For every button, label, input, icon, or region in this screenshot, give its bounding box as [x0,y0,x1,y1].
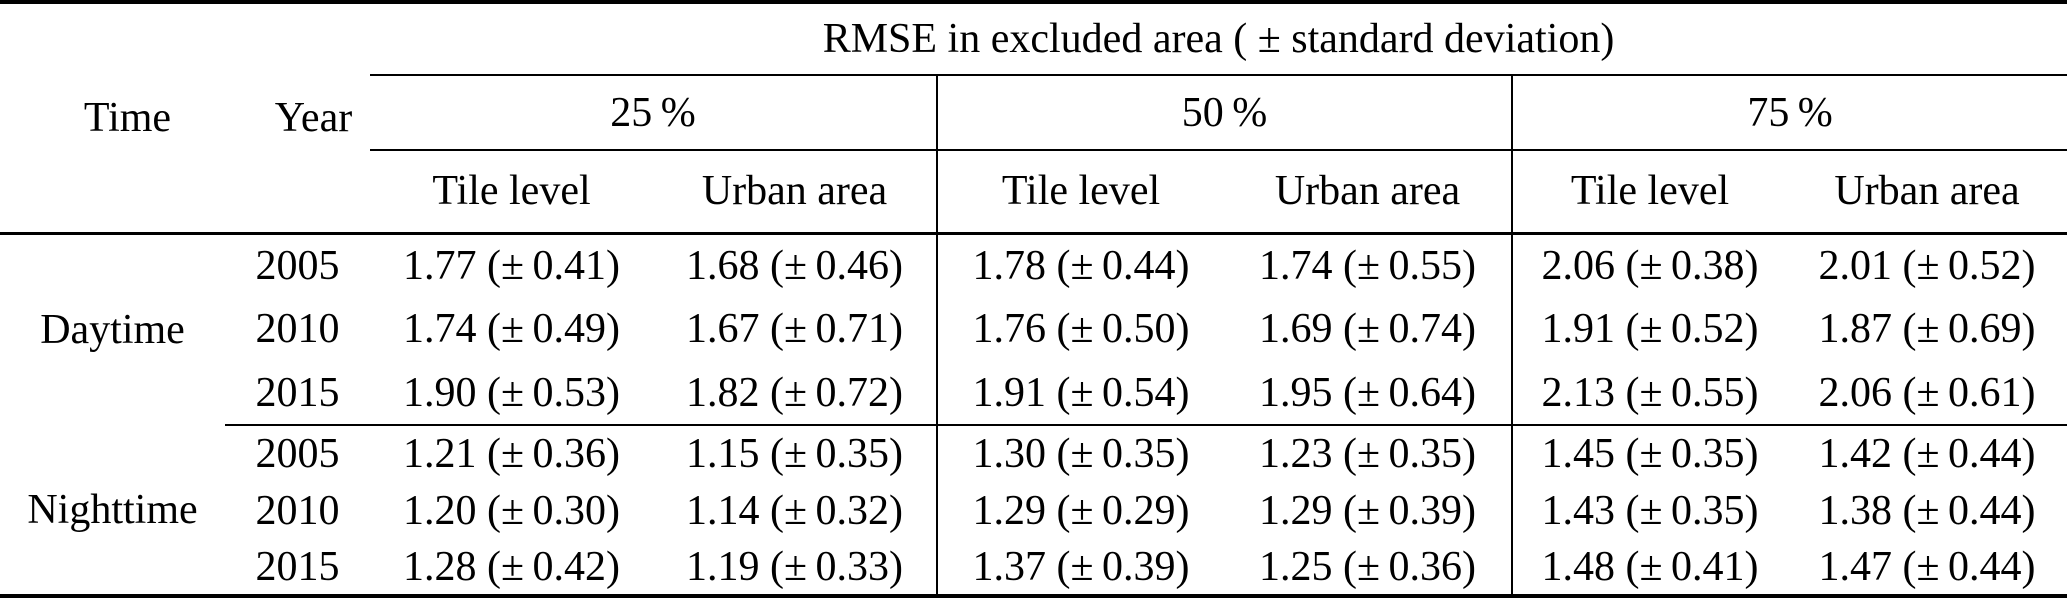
col-header-rmse: RMSE in excluded area ( ± standard devia… [370,2,2067,76]
year-cell: 2005 [255,431,340,477]
col-header-year: Year [225,2,370,235]
value-cell: 1.82 (± 0.72) [653,361,937,426]
value-cell: 1.29 (± 0.29) [936,482,1224,539]
sub-header-urban-25: Urban area [653,150,937,235]
col-header-time: Time [0,2,225,235]
value-cell: 1.19 (± 0.33) [686,543,903,590]
value-cell: 1.74 (± 0.49) [403,306,620,352]
value-cell: 1.14 (± 0.32) [686,487,903,534]
value-cell: 1.47 (± 0.44) [1818,543,2036,590]
value-cell: 2.06 (± 0.61) [1787,361,2067,426]
sub-header-tile-25: Tile level [370,150,653,235]
group-header-75: 75 % [1510,75,2067,151]
value-cell: 1.15 (± 0.35) [686,431,903,477]
value-cell: 1.23 (± 0.35) [1259,431,1476,477]
sub-header-tile-50: Tile level [936,150,1224,235]
year-cell: 2015 [225,361,370,426]
value-cell: 1.48 (± 0.41) [1511,539,1787,596]
value-cell: 1.78 (± 0.44) [936,233,1224,297]
year-cell: 2015 [255,543,340,590]
value-cell: 1.91 (± 0.54) [936,361,1224,426]
value-cell: 1.67 (± 0.71) [686,306,903,352]
value-cell: 1.68 (± 0.46) [686,242,903,289]
section-label-nighttime: Nighttime [27,486,198,533]
value-cell: 1.29 (± 0.39) [1259,487,1476,534]
year-cell: 2010 [255,487,340,534]
value-cell: 1.77 (± 0.41) [403,242,620,289]
value-cell: 1.42 (± 0.44) [1818,431,2036,477]
year-cell: 2005 [255,242,340,289]
value-cell: 1.87 (± 0.69) [1818,306,2036,352]
value-cell: 1.21 (± 0.36) [403,431,620,477]
value-cell: 1.90 (± 0.53) [370,361,653,426]
year-cell: 2010 [255,306,340,352]
sub-header-urban-50: Urban area [1224,150,1512,235]
value-cell: 1.30 (± 0.35) [936,425,1224,482]
value-cell: 1.20 (± 0.30) [403,487,620,534]
value-cell: 2.06 (± 0.38) [1511,233,1787,297]
sub-header-urban-75: Urban area [1787,150,2067,235]
value-cell: 1.91 (± 0.52) [1511,297,1787,361]
value-cell: 1.69 (± 0.74) [1259,306,1476,352]
group-header-25: 25 % [370,75,937,151]
section-label-daytime: Daytime [40,306,185,353]
value-cell: 1.45 (± 0.35) [1511,425,1787,482]
value-cell: 1.37 (± 0.39) [936,539,1224,596]
sub-header-tile-75: Tile level [1511,150,1787,235]
value-cell: 2.13 (± 0.55) [1511,361,1787,426]
value-cell: 1.43 (± 0.35) [1511,482,1787,539]
group-header-50: 50 % [936,75,1512,151]
value-cell: 1.95 (± 0.64) [1224,361,1512,426]
value-cell: 1.74 (± 0.55) [1259,242,1476,289]
value-cell: 1.28 (± 0.42) [403,543,620,590]
value-cell: 1.76 (± 0.50) [936,297,1224,361]
value-cell: 1.38 (± 0.44) [1818,487,2036,534]
value-cell: 2.01 (± 0.52) [1818,242,2036,289]
value-cell: 1.25 (± 0.36) [1259,543,1476,590]
